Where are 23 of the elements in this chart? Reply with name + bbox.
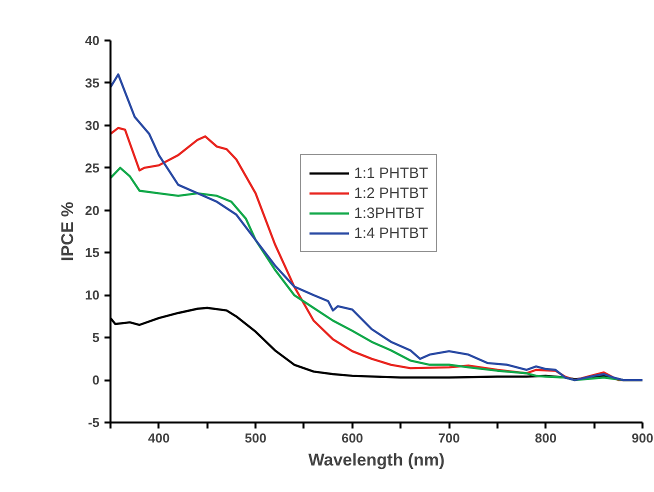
x-tick-label: 900 xyxy=(632,430,654,446)
y-tick-label: 20 xyxy=(85,202,100,218)
y-tick-label: 0 xyxy=(92,372,100,388)
x-tick-label: 700 xyxy=(438,430,460,446)
y-tick-label: 15 xyxy=(85,245,100,260)
y-tick-label: 40 xyxy=(85,33,100,48)
y-axis-title: IPCE % xyxy=(58,202,78,262)
y-tick-label: 5 xyxy=(92,330,100,346)
legend-label: 1:4 PHTBT xyxy=(354,224,428,242)
line-series xyxy=(110,73,642,382)
y-tick-label: -5 xyxy=(88,415,100,430)
y-tick-label: 25 xyxy=(85,160,100,176)
x-tick-label: 400 xyxy=(148,430,170,446)
legend-label: 1:3PHTBT xyxy=(354,204,424,222)
x-tick-label: 600 xyxy=(341,430,364,446)
legend-label: 1:1 PHTBT xyxy=(354,164,428,182)
y-tick-label: 10 xyxy=(85,288,100,303)
x-tick-label: 800 xyxy=(534,430,557,446)
x-axis-title: Wavelength (nm) xyxy=(308,450,445,470)
y-tick-label: 30 xyxy=(85,118,100,133)
x-tick-label: 500 xyxy=(244,430,266,446)
y-tick-label: 35 xyxy=(85,75,100,90)
legend-label: 1:2 PHTBT xyxy=(354,184,428,202)
